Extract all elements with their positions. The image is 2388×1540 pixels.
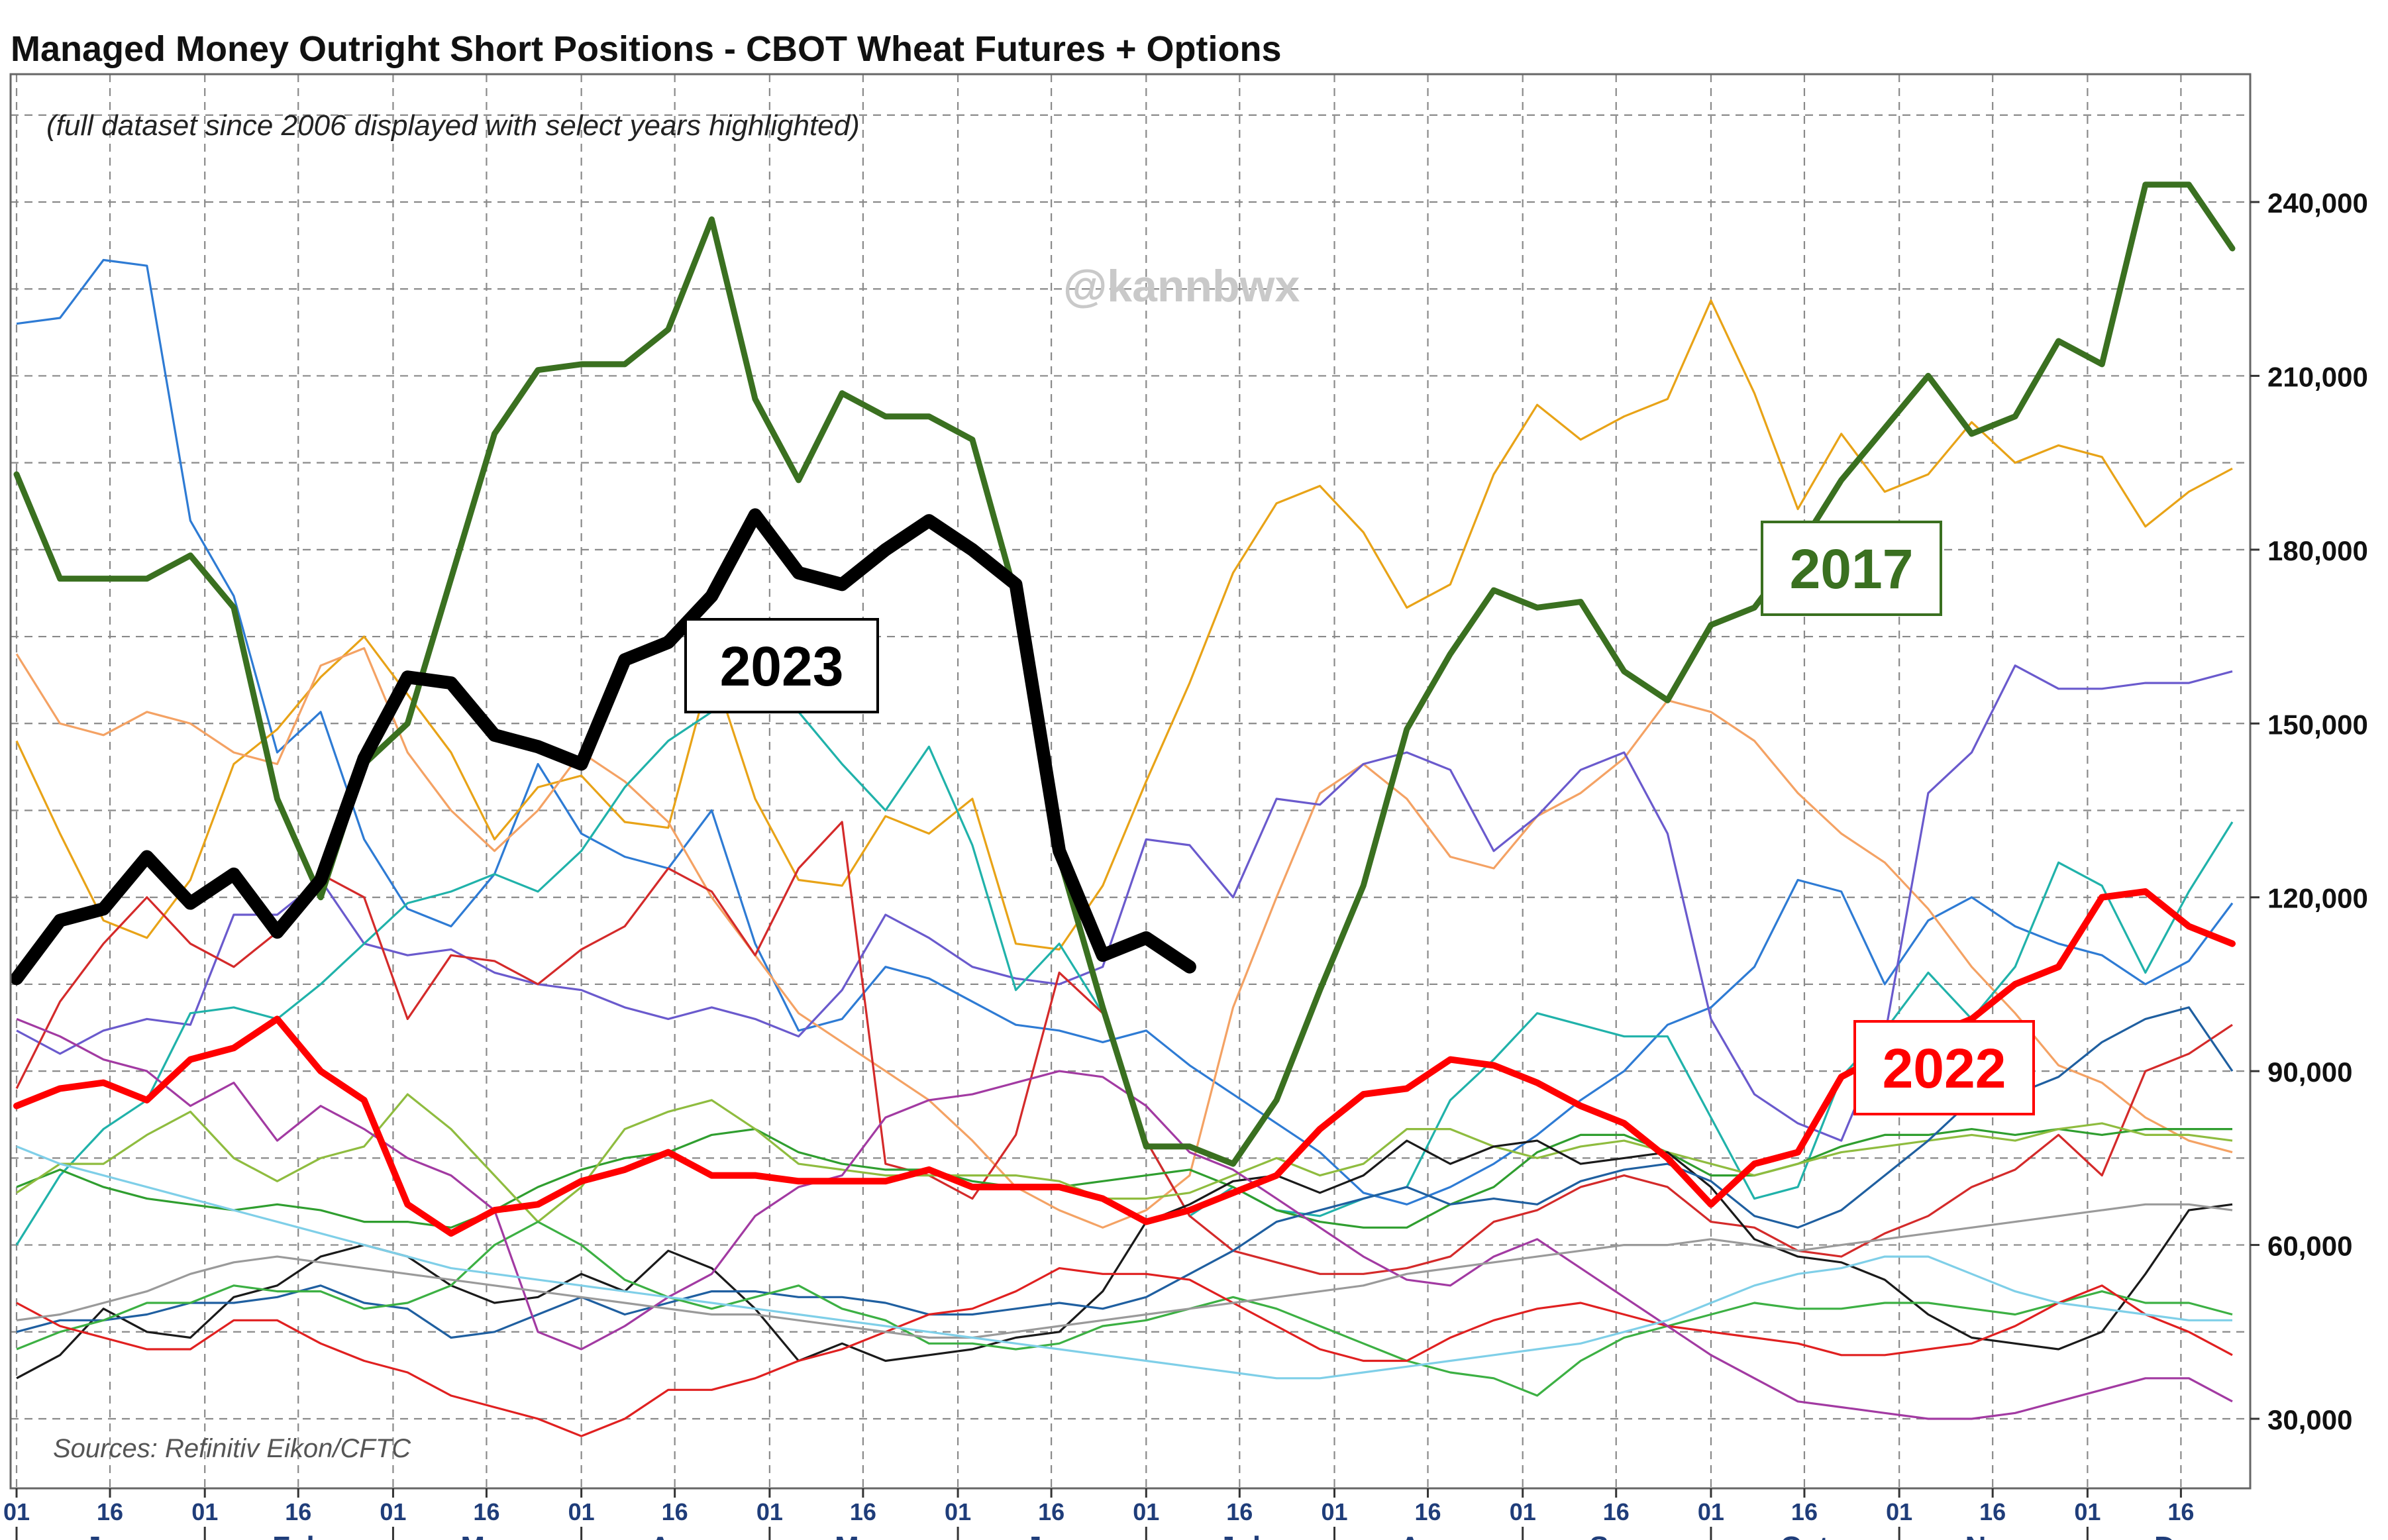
month-label: Mar <box>460 1531 512 1540</box>
x-tick-label: 16 <box>1226 1498 1253 1525</box>
x-tick-label: 01 <box>1886 1498 1912 1525</box>
x-tick-label: 16 <box>285 1498 311 1525</box>
month-label: Jan <box>85 1531 135 1540</box>
x-tick-label: 16 <box>97 1498 123 1525</box>
watermark: @kannbwx <box>1063 261 1300 311</box>
chart-subtitle: (full dataset since 2006 displayed with … <box>46 109 860 142</box>
x-tick-label: 01 <box>1321 1498 1347 1525</box>
x-tick-label: 16 <box>473 1498 499 1525</box>
month-label: Aug <box>1400 1531 1457 1540</box>
y-tick-label: 120,000 <box>2267 883 2368 914</box>
grid <box>11 74 2250 1488</box>
x-tick-label: 16 <box>850 1498 876 1525</box>
x-tick-label: 16 <box>1979 1498 2006 1525</box>
x-tick-label: 16 <box>1038 1498 1064 1525</box>
background-series-line-12 <box>16 1017 2233 1420</box>
plot-area <box>9 73 2252 1490</box>
year-label-2017: 2017 <box>1790 538 1914 600</box>
x-tick-label: 16 <box>1791 1498 1818 1525</box>
x-tick-label: 16 <box>1603 1498 1630 1525</box>
y-tick-label: 240,000 <box>2267 187 2368 219</box>
month-label: Nov <box>1965 1531 2021 1540</box>
x-axis: 01 16 01 16 01 16 01 16 01 16 01 16 01 16 01 16 01 16 01 16… <box>3 1488 2208 1540</box>
background-series-line-13 <box>16 1203 2233 1339</box>
background-series-line-10 <box>16 1221 2233 1397</box>
month-label: Dec <box>2154 1531 2208 1540</box>
source-note: Sources: Refinitiv Eikon/CFTC <box>53 1434 411 1463</box>
month-label: Jun <box>1025 1531 1077 1540</box>
series-line-2023 <box>10 508 1196 986</box>
x-tick-label: 01 <box>756 1498 783 1525</box>
x-tick-label: 16 <box>662 1498 688 1525</box>
x-tick-label: 01 <box>191 1498 218 1525</box>
x-tick-label: 01 <box>1698 1498 1724 1525</box>
x-tick-label: 16 <box>2167 1498 2194 1525</box>
background-series-line-11 <box>16 1267 2233 1437</box>
y-tick-label: 60,000 <box>2267 1231 2352 1262</box>
x-tick-label: 01 <box>2074 1498 2101 1525</box>
y-tick-label: 180,000 <box>2267 535 2368 566</box>
month-label: May <box>835 1531 892 1540</box>
month-label: Apr <box>650 1531 700 1540</box>
x-tick-label: 01 <box>3 1498 30 1525</box>
series-line-2017 <box>13 181 2236 1167</box>
background-series-line-0 <box>16 258 2234 1206</box>
x-tick-label: 01 <box>568 1498 595 1525</box>
x-tick-label: 16 <box>1415 1498 1441 1525</box>
year-labels: 2023 2017 2022 <box>684 521 2035 1115</box>
background-series-line-2 <box>15 647 2233 1229</box>
year-label-2022: 2022 <box>1883 1037 2006 1100</box>
background-series-line-7 <box>16 1093 2233 1223</box>
x-tick-label: 01 <box>1133 1498 1159 1525</box>
year-label-box-2023 <box>684 618 879 713</box>
y-tick-label: 90,000 <box>2267 1056 2352 1088</box>
month-label: Feb <box>272 1531 324 1540</box>
y-tick-label: 30,000 <box>2267 1404 2352 1435</box>
plot-border <box>9 73 2252 1490</box>
background-series-line-14 <box>16 1145 2232 1380</box>
year-label-box-2022 <box>1853 1020 2035 1115</box>
month-label: Sep <box>1589 1531 1643 1540</box>
background-series-line-6 <box>16 1128 2232 1229</box>
y-tick-label: 210,000 <box>2267 361 2368 392</box>
year-label-box-2017 <box>1761 521 1942 616</box>
month-label: Oct <box>1780 1531 1829 1540</box>
chart-title: Managed Money Outright Short Positions -… <box>11 29 1282 69</box>
x-tick-label: 01 <box>1510 1498 1536 1525</box>
month-label: Jul <box>1219 1531 1261 1540</box>
x-tick-label: 01 <box>380 1498 406 1525</box>
y-axis: 30,000 60,000 90,000 120,000 150,000 180,000 2… <box>2250 187 2368 1435</box>
x-tick-label: 01 <box>945 1498 971 1525</box>
background-series-line-1 <box>15 299 2233 950</box>
y-tick-label: 150,000 <box>2267 709 2368 740</box>
year-label-2023: 2023 <box>720 635 844 697</box>
